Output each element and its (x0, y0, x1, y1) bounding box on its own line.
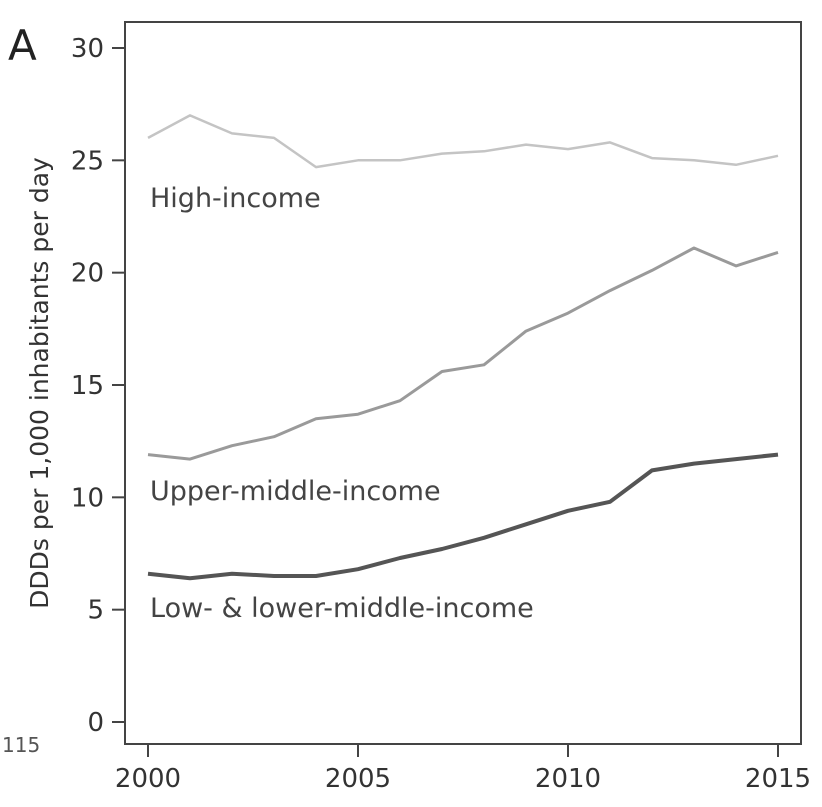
plot-frame (124, 21, 802, 745)
series-line-low-lower-middle-income (147, 452, 779, 581)
y-tick-label: 5 (87, 596, 104, 626)
series-label: Low- & lower-middle-income (150, 593, 534, 624)
y-tick-label: 25 (71, 146, 104, 176)
series-lines (147, 114, 779, 581)
series-labels: High-income Upper-middle-income Low- & low… (150, 183, 534, 624)
y-axis: 0 5 10 15 20 25 30 (71, 34, 125, 738)
margin-artifact: 115 (2, 733, 40, 757)
series-label: High-income (150, 183, 321, 214)
y-axis-title: DDDs per 1,000 inhabitants per day (25, 157, 54, 609)
x-tick-label: 2000 (115, 764, 181, 794)
x-tick-label: 2015 (745, 764, 811, 794)
y-tick-label: 15 (71, 371, 104, 401)
y-tick-label: 30 (71, 34, 104, 64)
y-tick-label: 0 (87, 708, 104, 738)
panel-label: A (8, 21, 37, 70)
y-tick-label: 20 (71, 259, 104, 289)
x-tick-label: 2010 (535, 764, 601, 794)
series-line-upper-middle-income (147, 246, 779, 461)
x-axis: 2000 2005 2010 2015 (115, 744, 811, 794)
series-line-high-income (147, 114, 779, 169)
y-tick-label: 10 (71, 483, 104, 513)
series-label: Upper-middle-income (150, 476, 441, 507)
x-tick-label: 2005 (325, 764, 391, 794)
